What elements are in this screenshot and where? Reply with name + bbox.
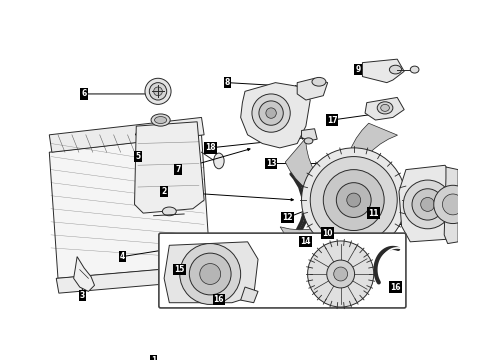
Polygon shape <box>164 242 258 303</box>
Polygon shape <box>74 257 95 291</box>
Circle shape <box>327 260 355 288</box>
Polygon shape <box>241 287 258 303</box>
Circle shape <box>310 157 397 244</box>
Text: 4: 4 <box>120 252 125 261</box>
Ellipse shape <box>390 65 402 74</box>
Polygon shape <box>346 123 397 180</box>
Polygon shape <box>297 78 328 100</box>
Text: 18: 18 <box>205 143 216 152</box>
Circle shape <box>334 267 347 281</box>
Text: 5: 5 <box>135 152 141 161</box>
FancyBboxPatch shape <box>159 233 406 308</box>
Circle shape <box>323 170 384 230</box>
Text: 7: 7 <box>175 165 181 174</box>
Polygon shape <box>280 217 347 253</box>
Text: 12: 12 <box>282 213 293 222</box>
Polygon shape <box>56 265 210 293</box>
Circle shape <box>180 244 241 305</box>
Circle shape <box>154 87 162 96</box>
Text: 9: 9 <box>355 65 361 74</box>
Circle shape <box>149 83 167 100</box>
Polygon shape <box>399 165 456 242</box>
Polygon shape <box>49 117 204 152</box>
Circle shape <box>252 94 290 132</box>
Text: 17: 17 <box>327 116 337 125</box>
Ellipse shape <box>377 102 393 114</box>
Text: 15: 15 <box>174 265 185 274</box>
Polygon shape <box>301 129 317 141</box>
Polygon shape <box>444 167 458 244</box>
Polygon shape <box>135 122 204 213</box>
Circle shape <box>301 148 406 252</box>
Circle shape <box>442 194 464 215</box>
Circle shape <box>347 193 361 207</box>
Ellipse shape <box>381 104 390 111</box>
Ellipse shape <box>304 138 313 144</box>
Text: 10: 10 <box>322 229 333 238</box>
Circle shape <box>200 264 220 284</box>
Ellipse shape <box>214 153 224 169</box>
Text: 14: 14 <box>301 237 311 246</box>
Circle shape <box>421 197 435 211</box>
Text: 3: 3 <box>80 291 85 300</box>
Circle shape <box>434 185 472 224</box>
Circle shape <box>189 253 231 295</box>
Ellipse shape <box>162 207 176 216</box>
Polygon shape <box>285 138 334 201</box>
Polygon shape <box>356 212 388 278</box>
Ellipse shape <box>410 66 419 73</box>
Ellipse shape <box>312 77 326 86</box>
Text: 2: 2 <box>162 187 167 196</box>
Polygon shape <box>365 98 404 120</box>
Polygon shape <box>49 135 210 278</box>
Polygon shape <box>371 181 431 222</box>
Circle shape <box>412 189 443 220</box>
Text: 16: 16 <box>214 295 224 304</box>
Polygon shape <box>241 83 310 148</box>
Circle shape <box>403 180 452 229</box>
Text: 8: 8 <box>225 78 230 87</box>
Circle shape <box>145 78 171 104</box>
Circle shape <box>336 183 371 217</box>
Text: 1: 1 <box>151 356 156 360</box>
Ellipse shape <box>216 240 227 256</box>
Text: 16: 16 <box>390 283 401 292</box>
Ellipse shape <box>211 244 218 249</box>
Text: 13: 13 <box>266 159 276 168</box>
Polygon shape <box>363 59 404 83</box>
Text: 6: 6 <box>81 89 87 98</box>
Circle shape <box>259 101 283 125</box>
Ellipse shape <box>154 117 167 123</box>
Circle shape <box>266 108 276 118</box>
Circle shape <box>308 241 374 307</box>
Ellipse shape <box>151 114 170 126</box>
Ellipse shape <box>208 242 220 251</box>
Text: 11: 11 <box>368 208 379 217</box>
